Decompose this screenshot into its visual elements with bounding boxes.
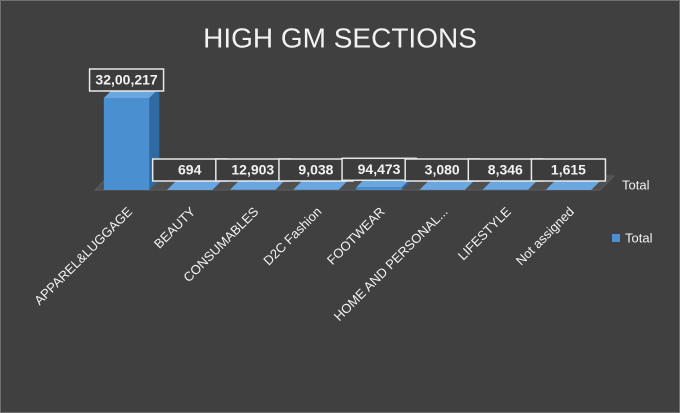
value-label: 9,038	[278, 158, 354, 182]
value-label: 1,615	[530, 158, 607, 182]
bar-top	[419, 179, 475, 190]
bar	[103, 98, 150, 190]
value-label-text: 1,615	[551, 162, 586, 178]
bar-top	[166, 179, 223, 190]
value-label-text: 12,903	[231, 162, 274, 178]
value-label: 32,00,217	[88, 68, 165, 92]
legend-label: Total	[625, 230, 653, 245]
bar-side	[591, 179, 602, 190]
bar-side	[338, 179, 349, 190]
bar-side	[275, 179, 286, 190]
bar-side	[528, 179, 539, 190]
bar	[356, 187, 402, 190]
value-label: 694	[151, 158, 228, 182]
value-label-text: 32,00,217	[95, 72, 157, 88]
bar-top	[545, 179, 602, 190]
value-label-text: 8,346	[488, 162, 523, 178]
bar-top	[230, 179, 286, 190]
value-label: 8,346	[467, 158, 544, 182]
depth-axis-label: Total	[622, 177, 650, 192]
value-label-text: 3,080	[425, 162, 460, 178]
bar-top	[482, 179, 539, 190]
value-label-text: 94,473	[358, 161, 401, 177]
value-label-box	[530, 158, 607, 182]
bar-top	[293, 179, 349, 190]
chart-title: HIGH GM SECTIONS	[203, 22, 477, 53]
value-label-text: 694	[178, 162, 202, 178]
legend-swatch	[612, 234, 620, 242]
bar-side	[212, 179, 223, 190]
value-label: 3,080	[404, 158, 480, 182]
value-label: 12,903	[215, 158, 291, 182]
bar-side	[464, 179, 475, 190]
value-label-box	[88, 68, 165, 92]
value-label-text: 9,038	[298, 162, 333, 178]
